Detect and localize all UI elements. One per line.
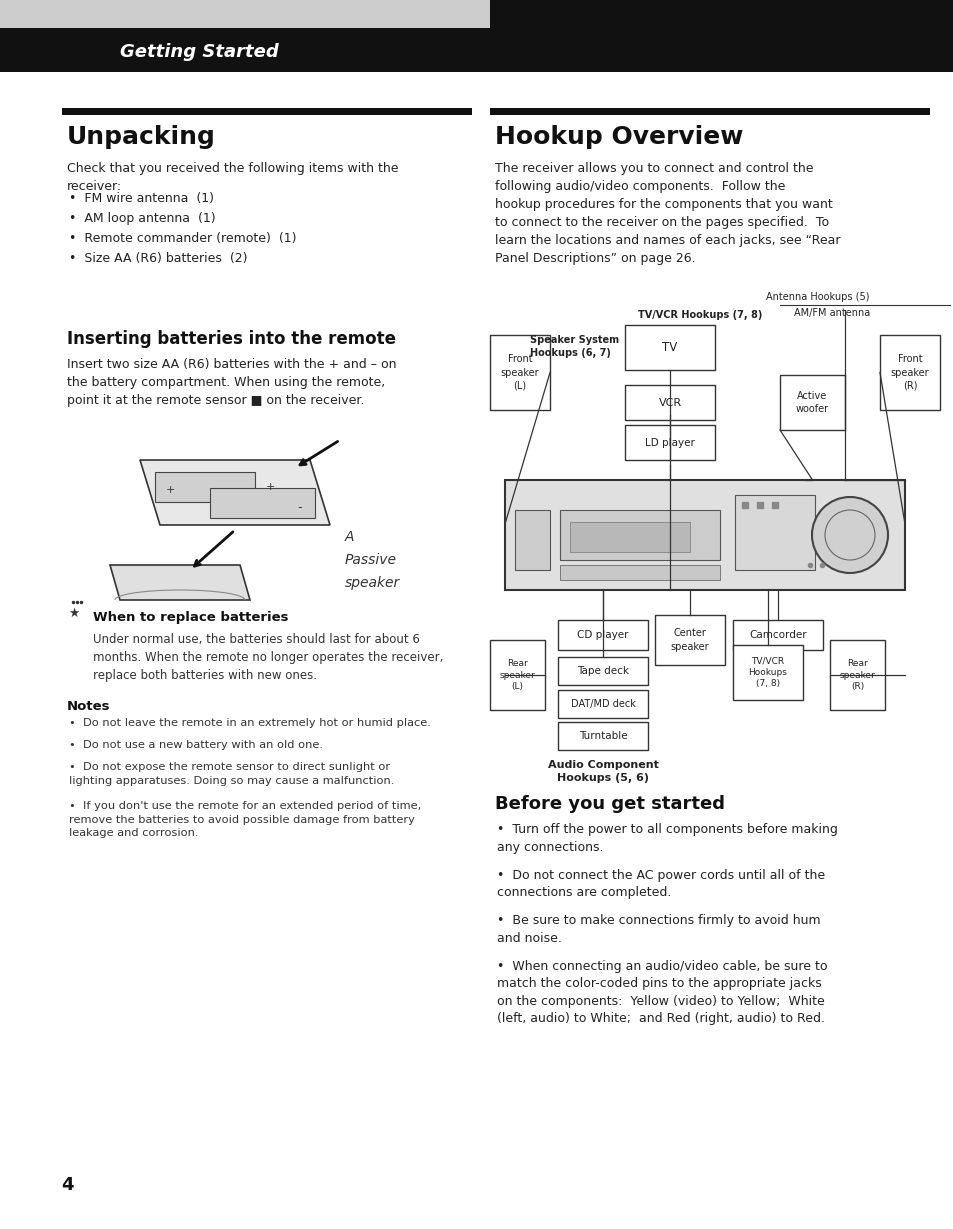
Bar <box>0 0 953 32</box>
Text: The receiver allows you to connect and control the
following audio/video compone: The receiver allows you to connect and c… <box>495 162 840 265</box>
Bar <box>624 425 714 460</box>
Text: Under normal use, the batteries should last for about 6
months. When the remote : Under normal use, the batteries should l… <box>92 633 443 682</box>
Text: Antenna Hookups (5): Antenna Hookups (5) <box>765 293 869 302</box>
Text: •  Do not connect the AC power cords until all of the
connections are completed.: • Do not connect the AC power cords unti… <box>497 869 824 900</box>
Text: TV/VCR
Hookups
(7, 8): TV/VCR Hookups (7, 8) <box>748 656 786 688</box>
Text: •  FM wire antenna  (1): • FM wire antenna (1) <box>69 192 213 205</box>
Text: CD player: CD player <box>577 630 628 640</box>
Text: Unpacking: Unpacking <box>67 125 215 149</box>
Bar <box>558 619 647 650</box>
Bar <box>559 565 720 580</box>
Text: •  Remote commander (remote)  (1): • Remote commander (remote) (1) <box>69 232 296 245</box>
Text: Rear
speaker
(L): Rear speaker (L) <box>499 660 535 691</box>
Text: -: - <box>297 501 302 515</box>
Text: Insert two size AA (R6) batteries with the + and – on
the battery compartment. W: Insert two size AA (R6) batteries with t… <box>67 358 396 407</box>
Text: AM/FM antenna: AM/FM antenna <box>793 308 869 318</box>
Bar <box>515 510 550 570</box>
Bar <box>504 481 904 590</box>
Text: VCR: VCR <box>658 397 680 408</box>
Bar <box>734 495 814 570</box>
Text: ★: ★ <box>68 606 79 619</box>
Bar <box>0 17 953 73</box>
Polygon shape <box>154 472 254 501</box>
Text: Active
woofer: Active woofer <box>795 391 828 414</box>
Text: LD player: LD player <box>644 438 694 447</box>
Text: +: + <box>265 482 274 492</box>
Bar <box>490 0 953 73</box>
Bar <box>732 619 822 650</box>
Bar <box>569 522 689 552</box>
Bar <box>490 108 929 116</box>
Polygon shape <box>140 460 330 525</box>
Text: Front
speaker
(L): Front speaker (L) <box>500 354 538 391</box>
Polygon shape <box>210 488 314 517</box>
Text: Camcorder: Camcorder <box>748 630 806 640</box>
Bar <box>624 385 714 420</box>
Text: Getting Started: Getting Started <box>120 43 278 61</box>
Text: Check that you received the following items with the
receiver:: Check that you received the following it… <box>67 162 398 193</box>
Text: Front
speaker
(R): Front speaker (R) <box>890 354 928 391</box>
Bar <box>829 640 884 710</box>
Bar <box>559 510 720 560</box>
Text: A
Passive
speaker: A Passive speaker <box>345 530 400 590</box>
Text: •  Turn off the power to all components before making
any connections.: • Turn off the power to all components b… <box>497 823 837 853</box>
Text: •  Do not expose the remote sensor to direct sunlight or
lighting apparatuses. D: • Do not expose the remote sensor to dir… <box>69 762 394 785</box>
Text: •  Do not use a new battery with an old one.: • Do not use a new battery with an old o… <box>69 740 323 750</box>
Text: •  If you don't use the remote for an extended period of time,
remove the batter: • If you don't use the remote for an ext… <box>69 801 421 838</box>
Bar <box>490 336 550 410</box>
Bar <box>558 689 647 718</box>
Bar <box>732 645 802 701</box>
Text: Speaker System
Hookups (6, 7): Speaker System Hookups (6, 7) <box>530 336 618 358</box>
Text: •  AM loop antenna  (1): • AM loop antenna (1) <box>69 211 215 225</box>
Text: •  Do not leave the remote in an extremely hot or humid place.: • Do not leave the remote in an extremel… <box>69 718 431 728</box>
Bar <box>624 324 714 370</box>
Text: TV/VCR Hookups (7, 8): TV/VCR Hookups (7, 8) <box>638 310 761 320</box>
Text: •  Be sure to make connections firmly to avoid hum
and noise.: • Be sure to make connections firmly to … <box>497 914 820 945</box>
Text: Turntable: Turntable <box>578 731 627 741</box>
Text: When to replace batteries: When to replace batteries <box>92 612 288 624</box>
Bar <box>780 375 844 430</box>
Text: Rear
speaker
(R): Rear speaker (R) <box>839 660 875 691</box>
Bar <box>655 614 724 665</box>
Text: +: + <box>165 485 174 495</box>
Bar <box>0 0 490 28</box>
Text: •  Size AA (R6) batteries  (2): • Size AA (R6) batteries (2) <box>69 252 247 265</box>
Text: Hookup Overview: Hookup Overview <box>495 125 742 149</box>
Text: 4: 4 <box>61 1176 73 1195</box>
Text: DAT/MD deck: DAT/MD deck <box>570 699 635 709</box>
Text: Center
speaker: Center speaker <box>670 628 709 651</box>
Bar <box>558 721 647 750</box>
Text: Tape deck: Tape deck <box>577 666 628 676</box>
Text: TV: TV <box>661 340 677 354</box>
Text: Notes: Notes <box>67 701 111 713</box>
Bar <box>558 658 647 685</box>
Bar <box>62 108 472 116</box>
Text: Before you get started: Before you get started <box>495 795 724 814</box>
Circle shape <box>811 497 887 573</box>
Text: Inserting batteries into the remote: Inserting batteries into the remote <box>67 331 395 348</box>
Polygon shape <box>110 565 250 600</box>
Text: Audio Component
Hookups (5, 6): Audio Component Hookups (5, 6) <box>547 760 658 783</box>
Bar <box>490 640 544 710</box>
Bar <box>879 336 939 410</box>
Text: •  When connecting an audio/video cable, be sure to
match the color-coded pins t: • When connecting an audio/video cable, … <box>497 960 826 1025</box>
